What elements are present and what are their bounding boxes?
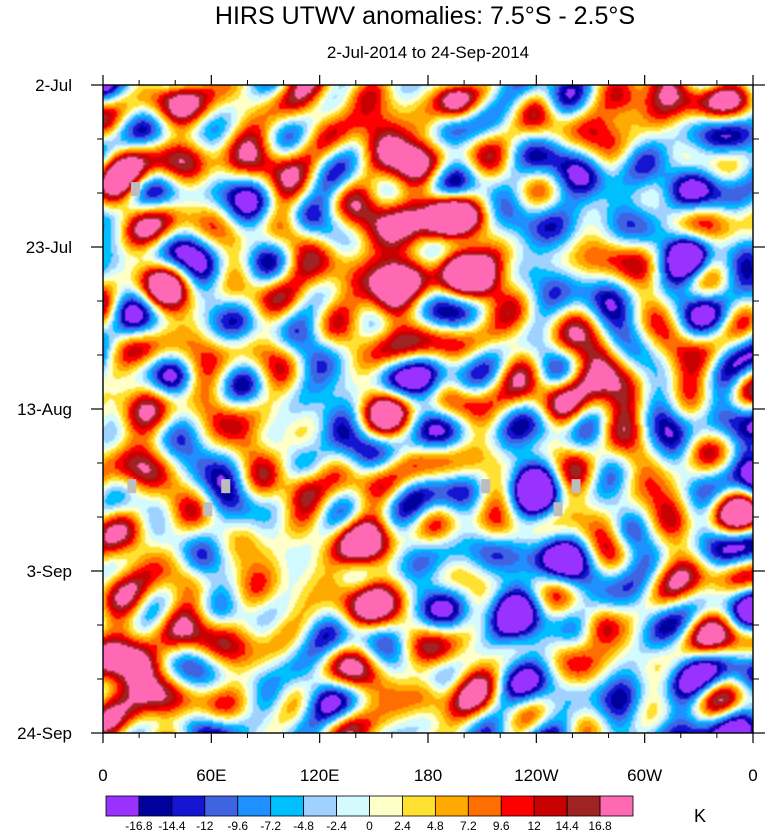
colorbar-swatch — [336, 795, 370, 817]
missing-data-mark — [127, 479, 137, 494]
colorbar-swatch — [237, 795, 272, 817]
plot-area — [102, 84, 754, 734]
missing-data-mark — [571, 479, 581, 494]
y-tick-label: 13-Aug — [17, 400, 72, 419]
chart-title: HIRS UTWV anomalies: 7.5°S - 2.5°S — [215, 2, 635, 30]
colorbar: -16.8 -14.4 -12 -9.6 -7.2 -4.8 -2.4 0 2.4 4.8 7.2 9… — [105, 795, 634, 833]
x-tick-label: 0 — [748, 766, 757, 785]
y-tick-label: 23-Jul — [26, 238, 72, 257]
missing-data-mark — [221, 479, 231, 494]
colorbar-label: 0 — [366, 819, 373, 833]
colorbar-swatch — [138, 795, 173, 817]
colorbar-label: 7.2 — [460, 819, 477, 833]
colorbar-label: 14.4 — [555, 819, 579, 833]
x-tick-label: 60E — [196, 766, 226, 785]
x-tick-label: 180 — [414, 766, 442, 785]
y-tick-label: 24-Sep — [17, 724, 72, 743]
x-tick-label: 120W — [514, 766, 558, 785]
colorbar-swatch — [434, 795, 469, 817]
colorbar-swatch — [204, 795, 239, 817]
colorbar-swatch — [369, 795, 403, 817]
colorbar-swatch — [270, 795, 305, 817]
anomaly-field — [103, 85, 753, 733]
y-tick-label: 2-Jul — [35, 76, 72, 95]
colorbar-swatch — [467, 795, 502, 817]
x-tick-label: 120E — [300, 766, 340, 785]
colorbar-label: -14.4 — [158, 819, 186, 833]
x-axis: 0 60E 120E 180 120W 60W 0 — [98, 75, 758, 785]
colorbar-swatch — [566, 795, 601, 817]
colorbar-label: 9.6 — [493, 819, 510, 833]
colorbar-swatch — [533, 795, 568, 817]
missing-data-marks — [127, 182, 581, 517]
colorbar-swatch — [402, 795, 436, 817]
colorbar-units: K — [694, 806, 706, 826]
colorbar-label: -4.8 — [293, 819, 314, 833]
colorbar-label: 2.4 — [394, 819, 411, 833]
x-tick-label: 60W — [627, 766, 662, 785]
colorbar-label: -7.2 — [260, 819, 281, 833]
colorbar-swatch — [303, 795, 337, 817]
y-tick-label: 3-Sep — [27, 562, 72, 581]
colorbar-label: -9.6 — [227, 819, 248, 833]
colorbar-label: -16.8 — [125, 819, 153, 833]
y-axis: 2-Jul 23-Jul 13-Aug 3-Sep 24-Sep — [17, 76, 765, 743]
chart-subtitle: 2-Jul-2014 to 24-Sep-2014 — [327, 43, 529, 62]
colorbar-label: -2.4 — [326, 819, 347, 833]
missing-data-mark — [203, 502, 213, 517]
colorbar-swatch — [599, 795, 634, 817]
colorbar-swatch — [105, 795, 140, 817]
colorbar-label: -12 — [196, 819, 214, 833]
colorbar-swatch — [500, 795, 535, 817]
colorbar-label: 16.8 — [588, 819, 612, 833]
colorbar-swatch — [171, 795, 206, 817]
missing-data-mark — [481, 479, 491, 494]
colorbar-label: 4.8 — [427, 819, 444, 833]
missing-data-mark — [131, 182, 140, 197]
x-tick-label: 0 — [98, 766, 107, 785]
colorbar-label: 12 — [528, 819, 542, 833]
missing-data-mark — [553, 502, 563, 517]
